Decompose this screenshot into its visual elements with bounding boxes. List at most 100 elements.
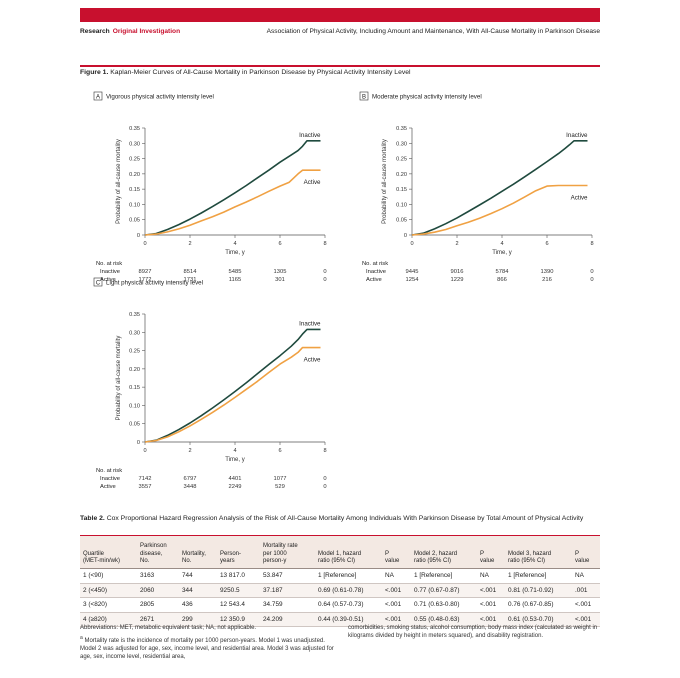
table-cell: 2060 — [140, 586, 155, 594]
table-cell: 34.759 — [263, 601, 283, 608]
risk-value: 6797 — [184, 476, 197, 482]
risk-value: 1772 — [139, 277, 152, 283]
x-tick-label: 0 — [143, 448, 146, 454]
x-tick-label: 6 — [545, 241, 548, 247]
x-tick-label: 4 — [233, 448, 236, 454]
y-tick-label: 0 — [137, 233, 140, 239]
cox-regression-table: Quartile (MET-min/wk) Parkinson disease, No… — [80, 535, 600, 627]
col-header-model2: Model 2, hazard ratio (95% CI) — [414, 550, 458, 564]
x-tick-label: 8 — [323, 241, 326, 247]
article-title: Association of Physical Activity, Includ… — [266, 28, 600, 35]
table-cell: 299 — [182, 615, 193, 623]
risk-value: 529 — [275, 484, 285, 490]
table-cell: 0.76 (0.67-0.85) — [508, 601, 554, 608]
series-line-active — [411, 184, 588, 236]
table-cell: 24.209 — [263, 615, 283, 623]
risk-value: 5784 — [496, 269, 510, 275]
col-header-mortality: Mortality, No. — [182, 550, 206, 564]
y-axis-label: Probability of all-cause mortality — [116, 336, 122, 421]
y-tick-label: 0.35 — [396, 126, 407, 132]
series-line-active — [144, 346, 321, 443]
y-tick-label: 0.05 — [129, 218, 140, 224]
risk-value: 301 — [275, 277, 285, 283]
risk-value: 1305 — [274, 269, 287, 275]
figure-title: Figure 1. Kaplan-Meier Curves of All-Cau… — [80, 69, 411, 76]
table-cell: 0.44 (0.39-0.51) — [318, 615, 364, 623]
risk-value: 1390 — [541, 269, 554, 275]
table-cell: <.001 — [385, 601, 402, 608]
x-tick-label: 2 — [188, 448, 191, 454]
table-caption: Cox Proportional Hazard Regression Analy… — [106, 515, 584, 522]
risk-value: 9016 — [451, 269, 464, 275]
table-cell: 12 350.9 — [220, 615, 245, 623]
x-tick-label: 2 — [455, 241, 458, 247]
table-cell: <.001 — [480, 586, 497, 594]
table-cell: .001 — [575, 586, 588, 594]
risk-value: 0 — [323, 277, 326, 283]
risk-value: 9445 — [406, 269, 419, 275]
panel-title: Light physical activity intensity level — [106, 280, 203, 287]
table-label: Table 2. — [80, 515, 105, 522]
table-cell: 1 [Reference] — [318, 572, 357, 579]
x-tick-label: 4 — [233, 241, 236, 247]
table-cell: 13 817.0 — [220, 572, 245, 579]
y-tick-label: 0.05 — [129, 422, 140, 428]
risk-value: 866 — [497, 277, 507, 283]
table-cell: 3 (<820) — [83, 601, 107, 608]
y-tick-label: 0.25 — [129, 349, 140, 355]
table-cell: <.001 — [480, 615, 497, 623]
col-header-person-years: Person-years — [220, 550, 242, 564]
y-tick-label: 0.30 — [129, 330, 140, 336]
y-tick-label: 0.15 — [396, 187, 407, 193]
table-cell: 9250.5 — [220, 586, 240, 594]
table-row: 4 (≥820) 2671 299 12 350.9 24.209 0.44 (0.39-… — [80, 612, 600, 627]
table-cell: 2671 — [140, 615, 155, 623]
x-axis-label: Time, y — [225, 457, 244, 463]
col-header-patients: Parkinson disease, No. — [140, 543, 167, 564]
table-cell: 37.187 — [263, 586, 283, 594]
figure-caption: Kaplan-Meier Curves of All-Cause Mortali… — [110, 69, 411, 76]
risk-table-heading: No. at risk — [362, 261, 388, 267]
table-footnote-left: a Mortality rate is the incidence of mor… — [80, 635, 334, 660]
risk-row-label: Active — [100, 484, 116, 490]
y-tick-label: 0.25 — [396, 157, 407, 163]
table-cell: 4 (≥820) — [83, 615, 107, 623]
col-header-quartile: Quartile (MET-min/wk) — [83, 550, 120, 564]
table-cell: <.001 — [385, 586, 402, 594]
table-row: 3 (<820) 2805 436 12 543.4 34.759 0.64 (0.57-… — [80, 598, 600, 613]
x-axis-label: Time, y — [225, 250, 244, 256]
km-panel-c: C Light physical activity intensity level… — [93, 277, 327, 490]
y-tick-label: 0.25 — [129, 157, 140, 163]
y-tick-label: 0 — [404, 233, 407, 239]
y-tick-label: 0.20 — [129, 172, 140, 178]
table-cell: 2 (<450) — [83, 586, 107, 594]
risk-value: 8927 — [139, 269, 152, 275]
table-abbreviations: Abbreviations: MET, metabolic equivalent… — [80, 625, 257, 631]
series-line-inactive — [144, 328, 321, 443]
series-line-inactive — [144, 140, 321, 236]
y-tick-label: 0.10 — [129, 202, 140, 208]
risk-value: 0 — [590, 269, 593, 275]
table-cell: 1 [Reference] — [508, 572, 547, 579]
y-tick-label: 0.20 — [396, 172, 407, 178]
table-cell: <.001 — [385, 615, 402, 623]
risk-value: 0 — [323, 269, 326, 275]
risk-value: 3448 — [184, 484, 197, 490]
y-axis-label: Probability of all-cause mortality — [116, 139, 122, 224]
risk-value: 7142 — [139, 476, 152, 482]
table-cell: 3163 — [140, 572, 155, 579]
risk-table-heading: No. at risk — [96, 468, 122, 474]
risk-value: 1165 — [229, 277, 241, 283]
table-cell: 12 543.4 — [220, 601, 245, 608]
table-cell: <.001 — [575, 601, 592, 608]
panel-letter-box — [93, 277, 103, 287]
series-label-active: Active — [304, 179, 321, 186]
panel-letter: B — [362, 95, 366, 101]
table-cell: 0.61 (0.53-0.70) — [508, 615, 554, 623]
risk-value: 5485 — [229, 269, 242, 275]
section-label: Research — [80, 28, 110, 35]
series-line-inactive — [411, 140, 588, 236]
